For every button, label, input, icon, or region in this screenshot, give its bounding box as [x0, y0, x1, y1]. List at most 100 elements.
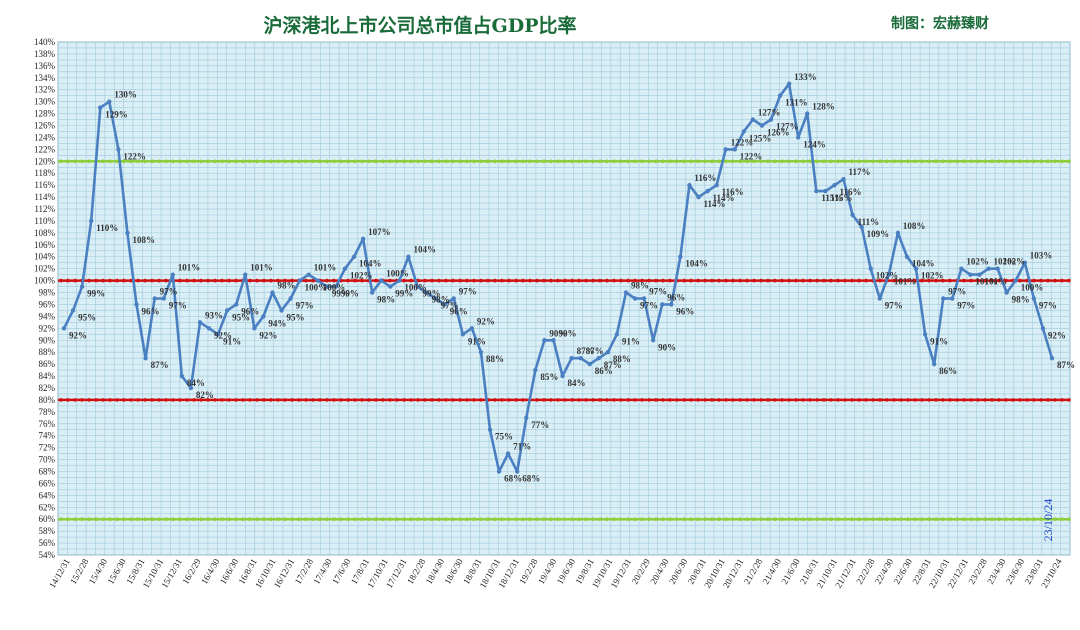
data-label: 108%	[903, 221, 926, 231]
reference-marker	[87, 398, 91, 402]
reference-marker	[647, 517, 651, 522]
data-point	[696, 194, 701, 200]
reference-marker	[668, 398, 672, 402]
reference-marker	[843, 278, 847, 283]
data-point	[850, 212, 855, 218]
reference-marker	[297, 517, 301, 522]
reference-marker	[983, 159, 987, 164]
data-label: 101%	[250, 263, 273, 273]
reference-marker	[836, 398, 840, 402]
reference-marker	[150, 159, 154, 164]
data-point	[270, 290, 275, 295]
data-point	[433, 296, 438, 301]
data-point	[959, 266, 964, 271]
data-point	[170, 272, 175, 277]
reference-marker	[500, 278, 504, 283]
data-label: 103%	[1030, 251, 1053, 261]
reference-marker	[458, 278, 462, 283]
data-label: 75%	[495, 432, 513, 442]
reference-marker	[759, 278, 763, 283]
y-tick-label: 88%	[39, 347, 56, 357]
reference-marker	[626, 278, 630, 283]
reference-marker	[829, 398, 833, 402]
reference-marker	[521, 278, 525, 283]
reference-marker	[920, 278, 924, 283]
reference-marker	[143, 159, 147, 164]
reference-marker	[661, 278, 665, 283]
reference-marker	[773, 278, 777, 283]
reference-marker	[465, 398, 469, 402]
reference-marker	[1018, 278, 1022, 283]
reference-marker	[689, 517, 693, 522]
data-point	[768, 117, 774, 122]
data-point	[206, 326, 212, 331]
reference-marker	[108, 517, 112, 522]
data-label: 104%	[685, 259, 708, 269]
reference-marker	[185, 159, 189, 164]
y-tick-label: 74%	[39, 431, 56, 441]
reference-marker	[752, 278, 756, 283]
reference-marker	[584, 159, 588, 164]
reference-marker	[640, 398, 644, 402]
reference-marker	[479, 278, 483, 283]
y-tick-label: 62%	[39, 502, 56, 512]
reference-marker	[129, 517, 133, 522]
grid	[57, 41, 1071, 556]
reference-marker	[668, 278, 672, 283]
y-tick-label: 56%	[39, 538, 56, 548]
reference-marker	[374, 398, 378, 402]
reference-marker	[696, 517, 700, 522]
reference-marker	[353, 159, 357, 164]
reference-marker	[528, 159, 532, 164]
data-label: 94%	[268, 318, 286, 328]
data-label: 68%	[504, 473, 522, 483]
reference-marker	[199, 159, 203, 164]
reference-marker	[738, 159, 742, 164]
reference-marker	[668, 517, 672, 522]
reference-marker	[591, 517, 595, 522]
reference-marker	[990, 278, 994, 283]
reference-marker	[850, 278, 854, 283]
reference-marker	[500, 517, 504, 522]
reference-marker	[801, 278, 805, 283]
reference-marker	[360, 278, 364, 283]
reference-marker	[115, 517, 119, 522]
reference-marker	[647, 278, 651, 283]
y-tick-label: 86%	[39, 359, 56, 369]
data-label: 100%	[323, 283, 346, 293]
reference-marker	[549, 517, 553, 522]
reference-marker	[437, 159, 441, 164]
reference-marker	[507, 398, 511, 402]
data-label: 85%	[540, 372, 558, 382]
reference-marker	[1004, 517, 1008, 522]
reference-marker	[633, 159, 637, 164]
reference-marker	[990, 517, 994, 522]
reference-marker	[514, 398, 518, 402]
data-label: 102%	[921, 271, 944, 281]
reference-marker	[850, 159, 854, 164]
reference-marker	[549, 398, 553, 402]
reference-marker	[171, 398, 175, 402]
reference-marker	[94, 517, 98, 522]
data-label: 100%	[404, 283, 427, 293]
reference-marker	[724, 278, 728, 283]
reference-marker	[703, 398, 707, 402]
reference-marker	[899, 159, 903, 164]
reference-marker	[689, 278, 693, 283]
y-tick-label: 96%	[39, 299, 56, 309]
reference-marker	[836, 159, 840, 164]
reference-marker	[514, 517, 518, 522]
reference-marker	[899, 278, 903, 283]
reference-marker	[885, 517, 889, 522]
reference-marker	[122, 159, 126, 164]
data-point	[243, 272, 248, 277]
reference-marker	[570, 159, 574, 164]
reference-marker	[829, 159, 833, 164]
data-label: 87%	[586, 346, 604, 356]
data-label: 90%	[558, 328, 576, 338]
y-tick-label: 64%	[39, 490, 56, 500]
y-tick-label: 126%	[34, 121, 56, 131]
reference-marker	[626, 398, 630, 402]
reference-marker	[703, 517, 707, 522]
reference-marker	[1053, 159, 1057, 164]
